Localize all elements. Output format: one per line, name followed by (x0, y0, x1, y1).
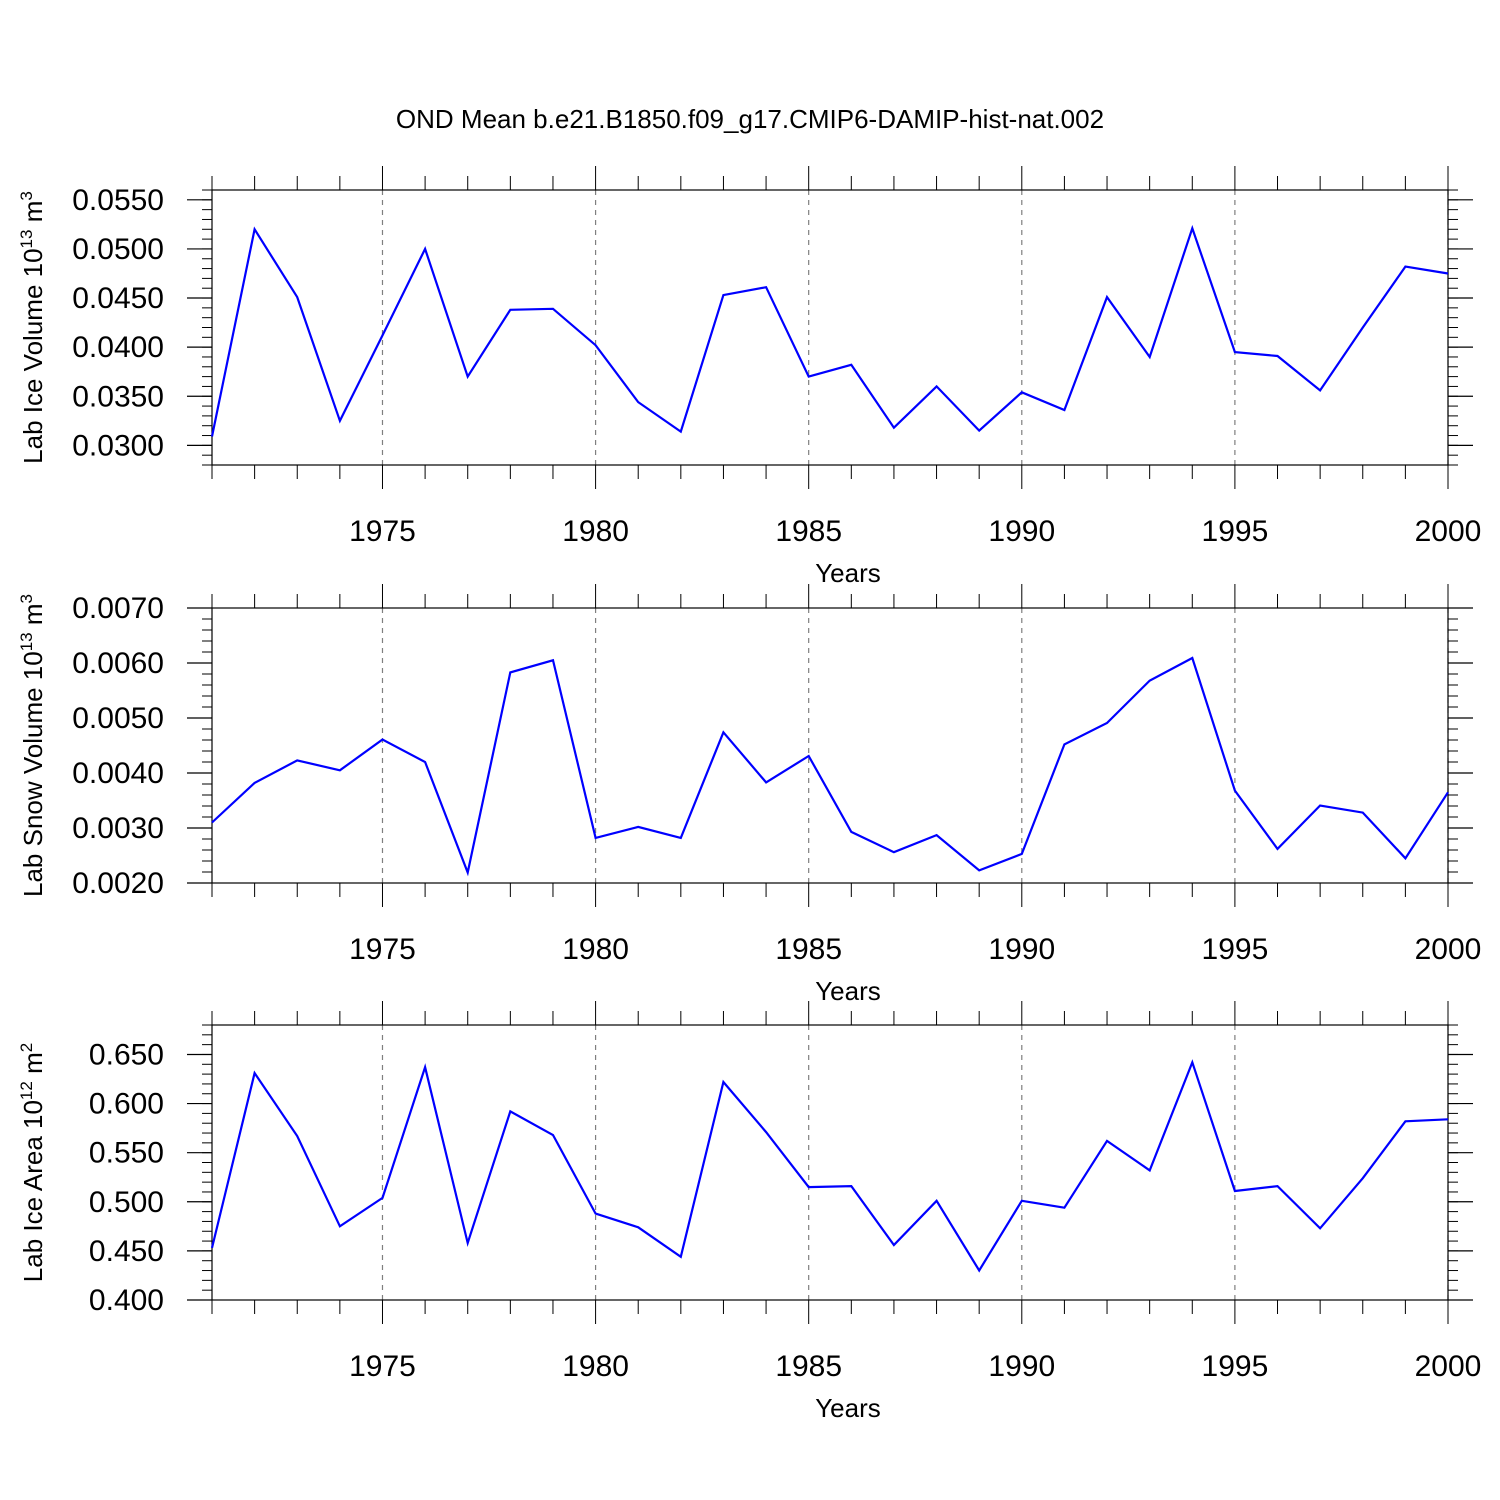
y-axis-title: Lab Ice Volume 1013 m3 (17, 191, 48, 464)
y-tick-label: 0.550 (89, 1137, 164, 1170)
series-line (211, 656, 1449, 877)
y-tick-label: 0.0060 (72, 647, 164, 680)
y-tick-label: 0.0550 (72, 184, 164, 217)
x-tick-label: 2000 (1415, 1350, 1482, 1383)
x-tick-label: 1980 (562, 515, 629, 548)
x-tick-label: 1995 (1202, 515, 1269, 548)
x-axis-title: Years (815, 976, 881, 1006)
x-tick-label: 1980 (562, 1350, 629, 1383)
x-axis-title: Years (815, 1393, 881, 1423)
plot-frame (211, 607, 1449, 884)
x-tick-label: 1990 (988, 515, 1055, 548)
x-tick-label: 1995 (1202, 933, 1269, 966)
y-tick-label: 0.400 (89, 1284, 164, 1317)
y-tick-label: 0.0300 (72, 429, 164, 462)
x-tick-label: 1980 (562, 933, 629, 966)
y-tick-label: 0.0450 (72, 282, 164, 315)
x-tick-label: 1985 (775, 1350, 842, 1383)
y-tick-label: 0.0400 (72, 331, 164, 364)
y-axis-title: Lab Ice Area 1012 m2 (17, 1043, 48, 1282)
x-tick-label: 1985 (775, 933, 842, 966)
y-tick-label: 0.0050 (72, 702, 164, 735)
y-tick-label: 0.450 (89, 1235, 164, 1268)
x-tick-label: 2000 (1415, 933, 1482, 966)
y-tick-label: 0.0030 (72, 812, 164, 845)
series-line (210, 1059, 1449, 1273)
x-tick-label: 1985 (775, 515, 842, 548)
x-tick-label: 1975 (349, 1350, 416, 1383)
panel-3: 0.400 0.450 0.500 0.550 0.600 0.650 1975 1980 19… (17, 1001, 1481, 1423)
chart-title: OND Mean b.e21.B1850.f09_g17.CMIP6-DAMIP… (396, 104, 1104, 134)
y-tick-label: 0.0040 (72, 757, 164, 790)
x-tick-label: 1995 (1202, 1350, 1269, 1383)
panel-1: 0.0300 0.0350 0.0400 0.0450 0.0500 0.0550 1975… (17, 166, 1481, 588)
y-tick-label: 0.0500 (72, 233, 164, 266)
y-tick-label: 0.0350 (72, 380, 164, 413)
panel-2: 0.0020 0.0030 0.0040 0.0050 0.0060 0.0070 1975… (17, 584, 1481, 1006)
y-tick-label: 0.600 (89, 1088, 164, 1121)
x-tick-label: 1975 (349, 515, 416, 548)
panels: 0.0300 0.0350 0.0400 0.0450 0.0500 0.0550 1975… (17, 166, 1481, 1423)
x-tick-label: 1990 (988, 933, 1055, 966)
series-line (210, 224, 1449, 437)
x-tick-label: 1975 (349, 933, 416, 966)
y-tick-label: 0.0020 (72, 867, 164, 900)
plot-frame (211, 1024, 1449, 1301)
plot-frame (211, 189, 1449, 466)
x-tick-label: 2000 (1415, 515, 1482, 548)
y-tick-label: 0.500 (89, 1186, 164, 1219)
x-tick-label: 1990 (988, 1350, 1055, 1383)
y-axis-title: Lab Snow Volume 1013 m3 (17, 594, 48, 897)
y-tick-label: 0.0070 (72, 592, 164, 625)
y-tick-label: 0.650 (89, 1038, 164, 1071)
x-axis-title: Years (815, 558, 881, 588)
